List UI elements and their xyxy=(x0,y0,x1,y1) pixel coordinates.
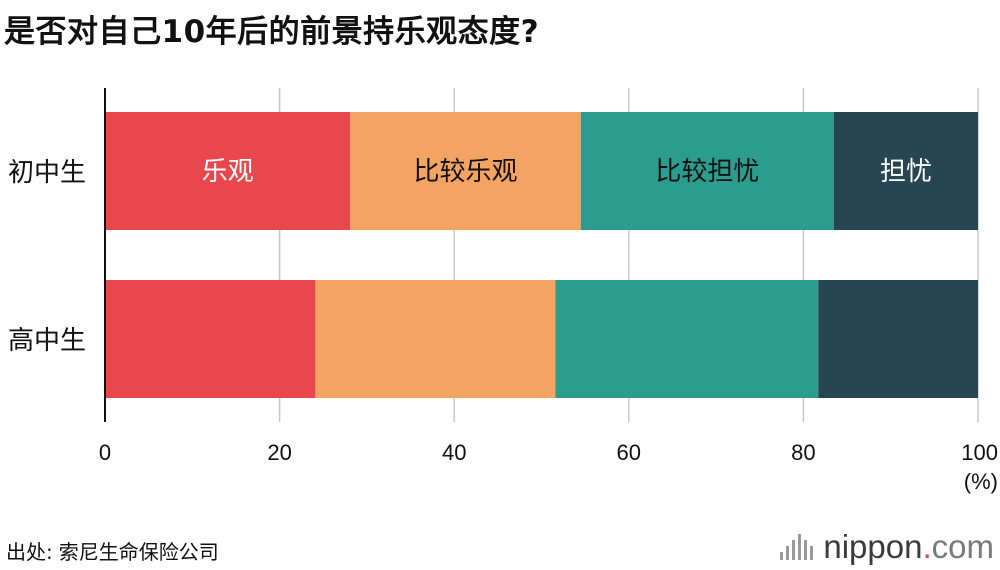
segment-label: 比较乐观 xyxy=(414,157,518,187)
bar-segment xyxy=(350,112,581,230)
chart-title: 是否对自己10年后的前景持乐观态度? xyxy=(4,14,540,50)
nippon-logo: nippon. com xyxy=(780,528,994,566)
bar-segment xyxy=(818,280,978,398)
x-tick-label: 40 xyxy=(442,440,466,465)
source-label: 出处: xyxy=(6,540,53,564)
x-tick-label: 0 xyxy=(99,440,111,465)
bar-segment xyxy=(833,112,978,230)
x-tick-label: 100 xyxy=(961,440,998,465)
segment-labels: 乐观 比较乐观 比较担忧 担忧 xyxy=(202,157,932,187)
segment-label: 比较担忧 xyxy=(655,157,759,187)
x-tick-label: 60 xyxy=(617,440,641,465)
logo-tld: com xyxy=(931,528,994,565)
x-tick-label: 80 xyxy=(791,440,815,465)
bar-segment xyxy=(105,112,351,230)
segment-label: 乐观 xyxy=(202,157,254,187)
logo-dot: . xyxy=(922,528,932,565)
bar-segment xyxy=(580,112,834,230)
bar-segment xyxy=(105,280,316,398)
category-label: 高中生 xyxy=(8,326,86,356)
bar-segment xyxy=(315,280,556,398)
logo-bars-icon xyxy=(780,534,814,560)
x-unit-label: (%) xyxy=(964,469,998,494)
segment-label: 担忧 xyxy=(880,157,932,187)
source-note: 出处: 索尼生命保险公司 xyxy=(6,536,219,565)
bars xyxy=(105,112,978,398)
category-label: 初中生 xyxy=(8,158,86,188)
bar-segment xyxy=(555,280,819,398)
x-tick-label: 20 xyxy=(267,440,291,465)
logo-name: nippon xyxy=(823,528,923,565)
source-value: 索尼生命保险公司 xyxy=(58,540,219,564)
